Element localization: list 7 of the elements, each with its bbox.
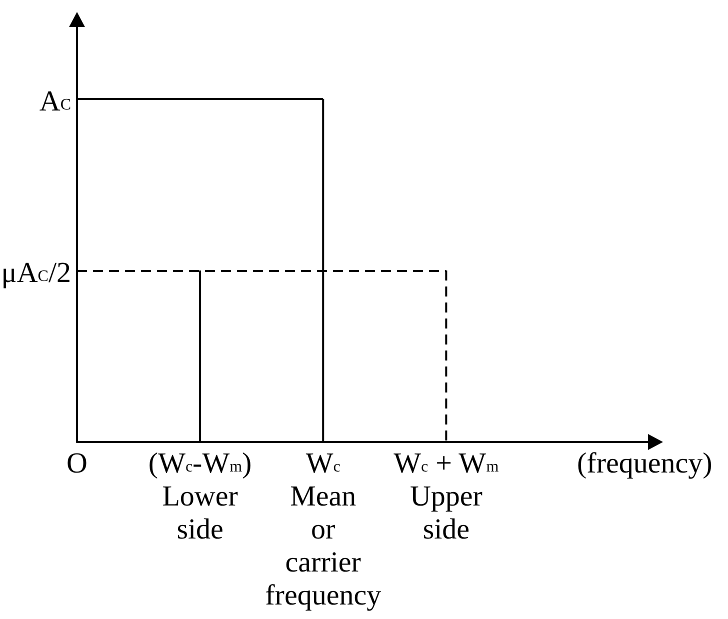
ref-line-label: AC [39,86,71,118]
x-tick-label: (Wc-Wm) Lower side [148,448,252,546]
x-tick-label: O [66,448,88,480]
x-axis-title: (frequency) [576,448,712,480]
x-tick-label: Wc Mean or carrier frequency [265,448,382,612]
ref-line-label: μAC/2 [1,257,72,290]
x-tick-label: Wc + Wm Upper side [394,448,500,546]
